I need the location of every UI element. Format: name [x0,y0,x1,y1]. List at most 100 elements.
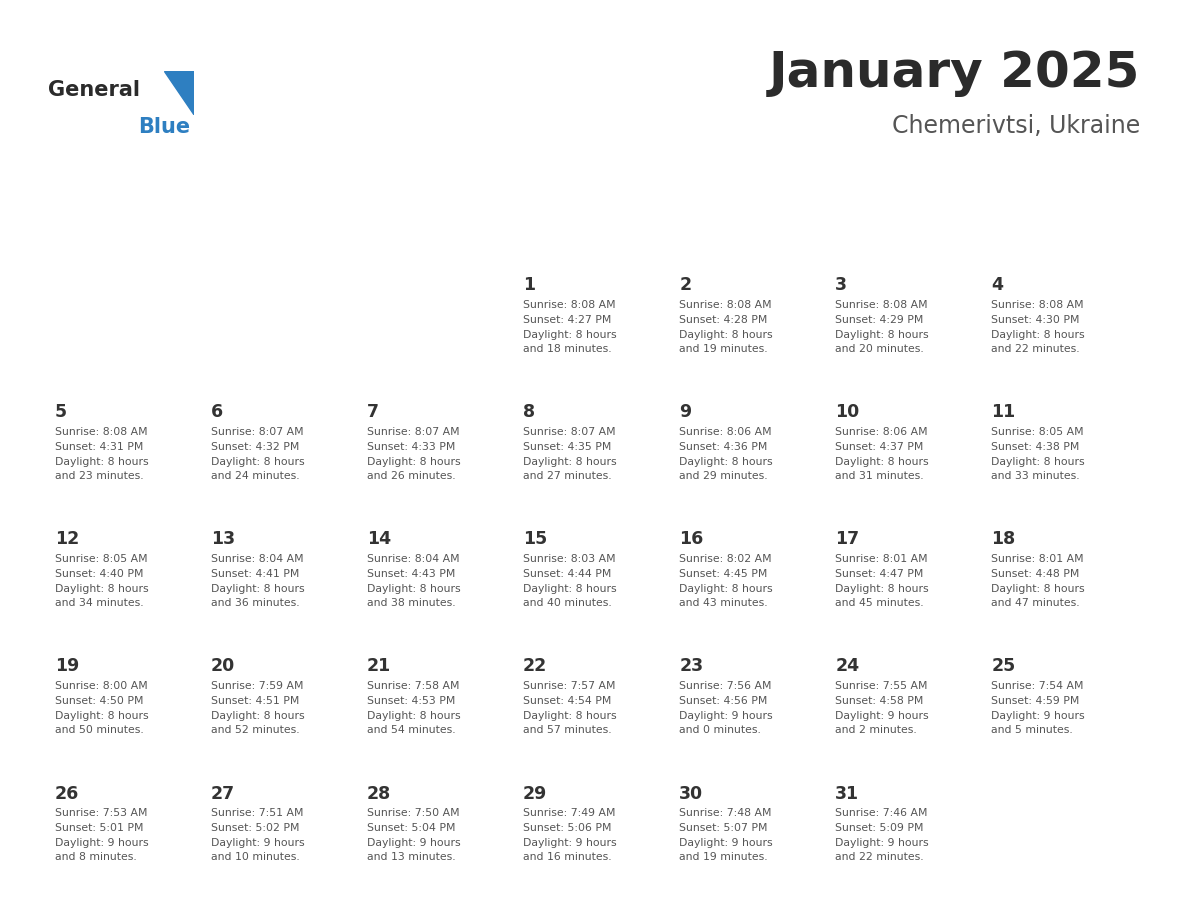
Text: Sunset: 4:28 PM: Sunset: 4:28 PM [680,315,767,325]
Text: 30: 30 [680,785,703,802]
Text: Friday: Friday [834,240,885,254]
Text: Sunset: 4:29 PM: Sunset: 4:29 PM [835,315,924,325]
Text: and 13 minutes.: and 13 minutes. [367,853,455,862]
Text: Tuesday: Tuesday [366,240,432,254]
Text: and 22 minutes.: and 22 minutes. [992,344,1080,354]
Text: 28: 28 [367,785,391,802]
Text: Daylight: 8 hours: Daylight: 8 hours [367,711,461,721]
Text: 2: 2 [680,276,691,295]
Text: Sunrise: 8:07 AM: Sunrise: 8:07 AM [523,427,615,437]
Text: Sunrise: 8:08 AM: Sunrise: 8:08 AM [680,300,772,310]
Text: Sunrise: 7:56 AM: Sunrise: 7:56 AM [680,681,772,691]
Text: Sunrise: 8:06 AM: Sunrise: 8:06 AM [680,427,772,437]
Text: Daylight: 9 hours: Daylight: 9 hours [523,838,617,847]
Text: Sunrise: 7:57 AM: Sunrise: 7:57 AM [523,681,615,691]
Text: Daylight: 9 hours: Daylight: 9 hours [835,838,929,847]
Text: Sunrise: 8:08 AM: Sunrise: 8:08 AM [523,300,615,310]
Text: Daylight: 8 hours: Daylight: 8 hours [680,330,773,340]
Text: Sunrise: 7:59 AM: Sunrise: 7:59 AM [210,681,303,691]
Text: Daylight: 8 hours: Daylight: 8 hours [210,456,304,466]
Text: and 19 minutes.: and 19 minutes. [680,344,767,354]
Text: and 29 minutes.: and 29 minutes. [680,471,767,481]
Text: Thursday: Thursday [678,240,754,254]
Text: and 18 minutes.: and 18 minutes. [523,344,612,354]
Text: Sunrise: 7:48 AM: Sunrise: 7:48 AM [680,809,772,818]
Text: and 20 minutes.: and 20 minutes. [835,344,924,354]
Text: Daylight: 8 hours: Daylight: 8 hours [523,456,617,466]
Text: and 2 minutes.: and 2 minutes. [835,725,917,735]
Text: Sunrise: 7:58 AM: Sunrise: 7:58 AM [367,681,460,691]
Text: Chemerivtsi, Ukraine: Chemerivtsi, Ukraine [892,114,1140,138]
Text: Wednesday: Wednesday [522,240,617,254]
Text: and 23 minutes.: and 23 minutes. [55,471,144,481]
Text: Sunset: 4:44 PM: Sunset: 4:44 PM [523,569,612,579]
Text: Daylight: 8 hours: Daylight: 8 hours [835,330,929,340]
Text: Sunrise: 7:54 AM: Sunrise: 7:54 AM [992,681,1083,691]
Text: 19: 19 [55,657,78,676]
Text: Daylight: 8 hours: Daylight: 8 hours [835,584,929,594]
Text: and 8 minutes.: and 8 minutes. [55,853,137,862]
Text: 21: 21 [367,657,391,676]
Text: Sunrise: 7:55 AM: Sunrise: 7:55 AM [835,681,928,691]
Text: Daylight: 8 hours: Daylight: 8 hours [55,711,148,721]
Text: Sunrise: 8:08 AM: Sunrise: 8:08 AM [835,300,928,310]
Text: and 5 minutes.: and 5 minutes. [992,725,1073,735]
Text: January 2025: January 2025 [769,50,1140,97]
Text: and 52 minutes.: and 52 minutes. [210,725,299,735]
Text: 7: 7 [367,403,379,421]
Text: and 43 minutes.: and 43 minutes. [680,599,767,609]
Text: and 16 minutes.: and 16 minutes. [523,853,612,862]
Text: Sunrise: 8:08 AM: Sunrise: 8:08 AM [992,300,1085,310]
Text: Sunrise: 8:04 AM: Sunrise: 8:04 AM [210,554,303,565]
Text: Daylight: 8 hours: Daylight: 8 hours [523,330,617,340]
Text: Daylight: 8 hours: Daylight: 8 hours [835,456,929,466]
Text: and 54 minutes.: and 54 minutes. [367,725,455,735]
Text: Sunset: 5:07 PM: Sunset: 5:07 PM [680,823,767,833]
Text: and 27 minutes.: and 27 minutes. [523,471,612,481]
Text: and 34 minutes.: and 34 minutes. [55,599,144,609]
Text: Daylight: 8 hours: Daylight: 8 hours [992,330,1085,340]
Text: 14: 14 [367,531,391,548]
Text: Sunrise: 8:05 AM: Sunrise: 8:05 AM [55,554,147,565]
Text: Daylight: 9 hours: Daylight: 9 hours [210,838,304,847]
Text: 23: 23 [680,657,703,676]
Text: Sunset: 5:02 PM: Sunset: 5:02 PM [210,823,299,833]
Text: Sunset: 4:47 PM: Sunset: 4:47 PM [835,569,924,579]
Text: 4: 4 [992,276,1004,295]
Text: Sunset: 4:33 PM: Sunset: 4:33 PM [367,442,455,452]
Text: 1: 1 [523,276,535,295]
Text: Daylight: 8 hours: Daylight: 8 hours [367,456,461,466]
Text: and 0 minutes.: and 0 minutes. [680,725,762,735]
Text: Sunrise: 8:08 AM: Sunrise: 8:08 AM [55,427,147,437]
Text: Sunrise: 7:51 AM: Sunrise: 7:51 AM [210,809,303,818]
Text: Saturday: Saturday [991,240,1064,254]
Text: and 36 minutes.: and 36 minutes. [210,599,299,609]
Text: and 50 minutes.: and 50 minutes. [55,725,144,735]
Text: Sunrise: 7:46 AM: Sunrise: 7:46 AM [835,809,928,818]
Text: Daylight: 9 hours: Daylight: 9 hours [680,711,773,721]
Text: Sunrise: 8:04 AM: Sunrise: 8:04 AM [367,554,460,565]
Text: Daylight: 8 hours: Daylight: 8 hours [523,584,617,594]
Text: Sunset: 4:53 PM: Sunset: 4:53 PM [367,696,455,706]
Text: and 45 minutes.: and 45 minutes. [835,599,924,609]
Text: and 33 minutes.: and 33 minutes. [992,471,1080,481]
Text: Sunset: 4:43 PM: Sunset: 4:43 PM [367,569,455,579]
Text: 17: 17 [835,531,859,548]
Text: Sunrise: 7:50 AM: Sunrise: 7:50 AM [367,809,460,818]
Text: 13: 13 [210,531,235,548]
Text: Sunset: 4:58 PM: Sunset: 4:58 PM [835,696,924,706]
Text: 24: 24 [835,657,859,676]
Text: Sunset: 5:01 PM: Sunset: 5:01 PM [55,823,143,833]
Text: Sunset: 4:27 PM: Sunset: 4:27 PM [523,315,612,325]
Text: Sunset: 4:38 PM: Sunset: 4:38 PM [992,442,1080,452]
Text: Sunset: 4:54 PM: Sunset: 4:54 PM [523,696,612,706]
Text: Sunrise: 8:07 AM: Sunrise: 8:07 AM [210,427,303,437]
Text: 11: 11 [992,403,1016,421]
Text: Sunday: Sunday [53,240,114,254]
Text: Daylight: 8 hours: Daylight: 8 hours [55,456,148,466]
Text: Sunset: 4:50 PM: Sunset: 4:50 PM [55,696,143,706]
Text: 15: 15 [523,531,548,548]
Text: 12: 12 [55,531,78,548]
Text: Sunset: 5:04 PM: Sunset: 5:04 PM [367,823,455,833]
Text: Sunrise: 8:02 AM: Sunrise: 8:02 AM [680,554,772,565]
